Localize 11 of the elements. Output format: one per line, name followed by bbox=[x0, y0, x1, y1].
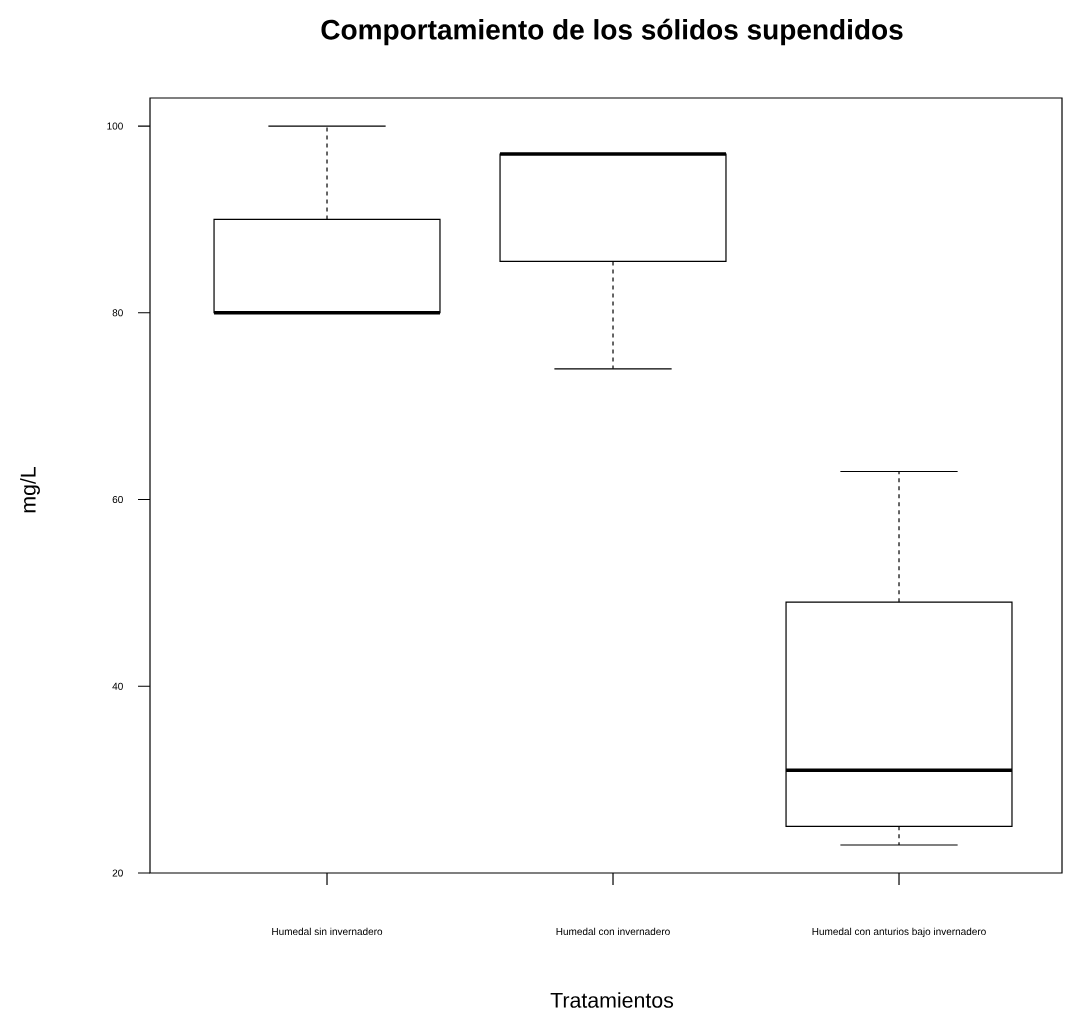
y-tick-label: 80 bbox=[112, 309, 123, 317]
y-tick-label: 40 bbox=[112, 682, 123, 690]
y-tick-label: 100 bbox=[107, 122, 123, 130]
y-axis-title: mg/L bbox=[20, 467, 40, 513]
x-tick-label: Humedal con invernadero bbox=[556, 927, 670, 936]
y-tick-label: 60 bbox=[112, 495, 123, 504]
y-tick-label: 20 bbox=[112, 869, 123, 877]
x-axis-title: Tratamientos bbox=[550, 992, 674, 1008]
chart-title: Comportamiento de los sólidos supendidos bbox=[321, 18, 903, 46]
x-tick-label: Humedal sin invernadero bbox=[272, 927, 383, 936]
x-tick-label: Humedal con anturios bajo invernadero bbox=[812, 927, 986, 938]
